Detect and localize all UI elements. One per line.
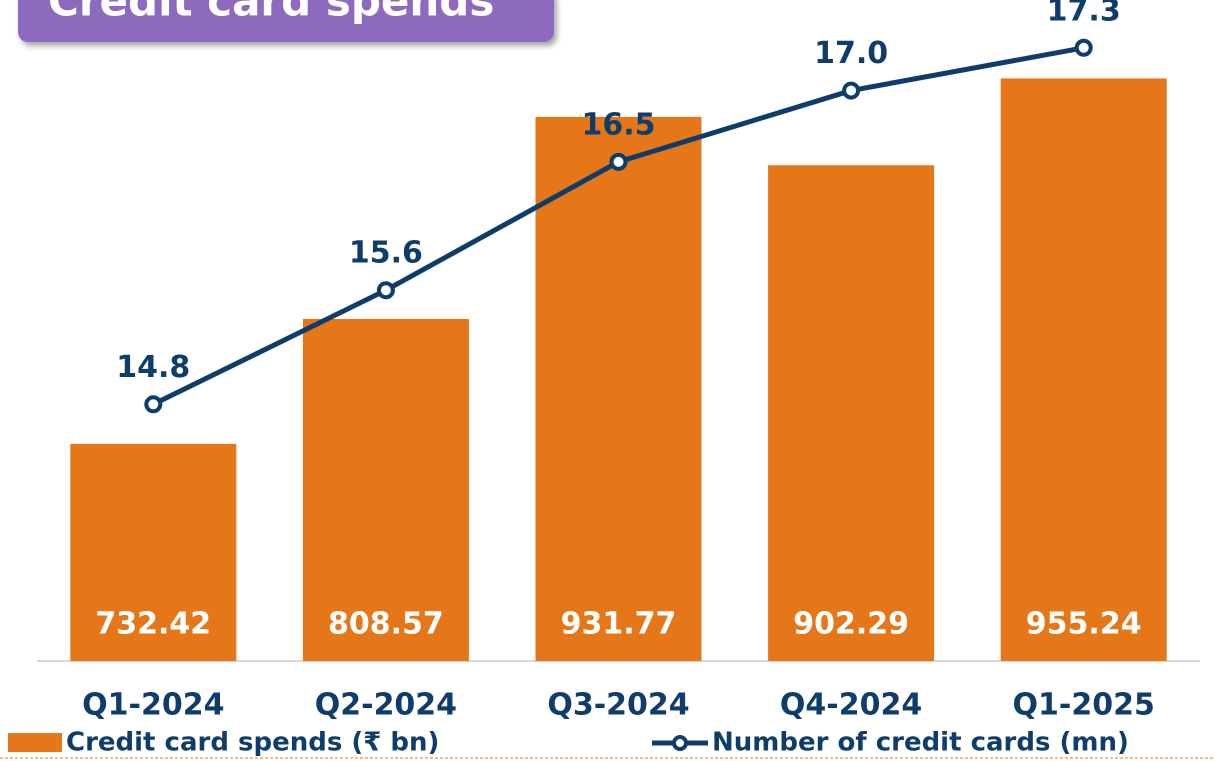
line-marker bbox=[842, 81, 861, 100]
line-marker bbox=[1074, 38, 1093, 57]
legend-swatch-marker bbox=[672, 735, 688, 751]
bar-value-label: 902.29 bbox=[793, 607, 909, 642]
legend-label: Number of credit cards (mn) bbox=[712, 728, 1129, 758]
bar bbox=[70, 443, 237, 661]
title-box bbox=[18, 0, 554, 42]
legend-swatch-bar bbox=[8, 733, 62, 752]
x-tick-label: Q4-2024 bbox=[780, 688, 922, 723]
x-tick-label: Q1-2024 bbox=[82, 688, 224, 723]
bar bbox=[1000, 78, 1167, 662]
bar bbox=[535, 116, 702, 661]
bar-value-label: 732.42 bbox=[95, 607, 211, 642]
line-value-label: 14.8 bbox=[116, 350, 190, 385]
line-marker bbox=[144, 395, 163, 414]
x-tick-label: Q2-2024 bbox=[315, 688, 457, 723]
bar-value-label: 931.77 bbox=[561, 607, 677, 642]
line-value-label: 17.0 bbox=[814, 36, 888, 71]
bar-value-label: 808.57 bbox=[328, 607, 444, 642]
x-tick-label: Q1-2025 bbox=[1013, 688, 1155, 723]
legend-label: Credit card spends (₹ bn) bbox=[66, 728, 439, 758]
bar bbox=[302, 318, 469, 661]
line-value-label: 15.6 bbox=[349, 236, 423, 271]
line-marker bbox=[376, 281, 395, 300]
bar bbox=[768, 165, 935, 662]
x-tick-label: Q3-2024 bbox=[547, 688, 689, 723]
bar-value-label: 955.24 bbox=[1026, 607, 1142, 642]
line-value-label: 16.5 bbox=[581, 107, 655, 142]
line-value-label: 17.3 bbox=[1047, 0, 1121, 28]
chart-title: Credit card spends bbox=[48, 0, 494, 26]
line-marker bbox=[609, 152, 628, 171]
